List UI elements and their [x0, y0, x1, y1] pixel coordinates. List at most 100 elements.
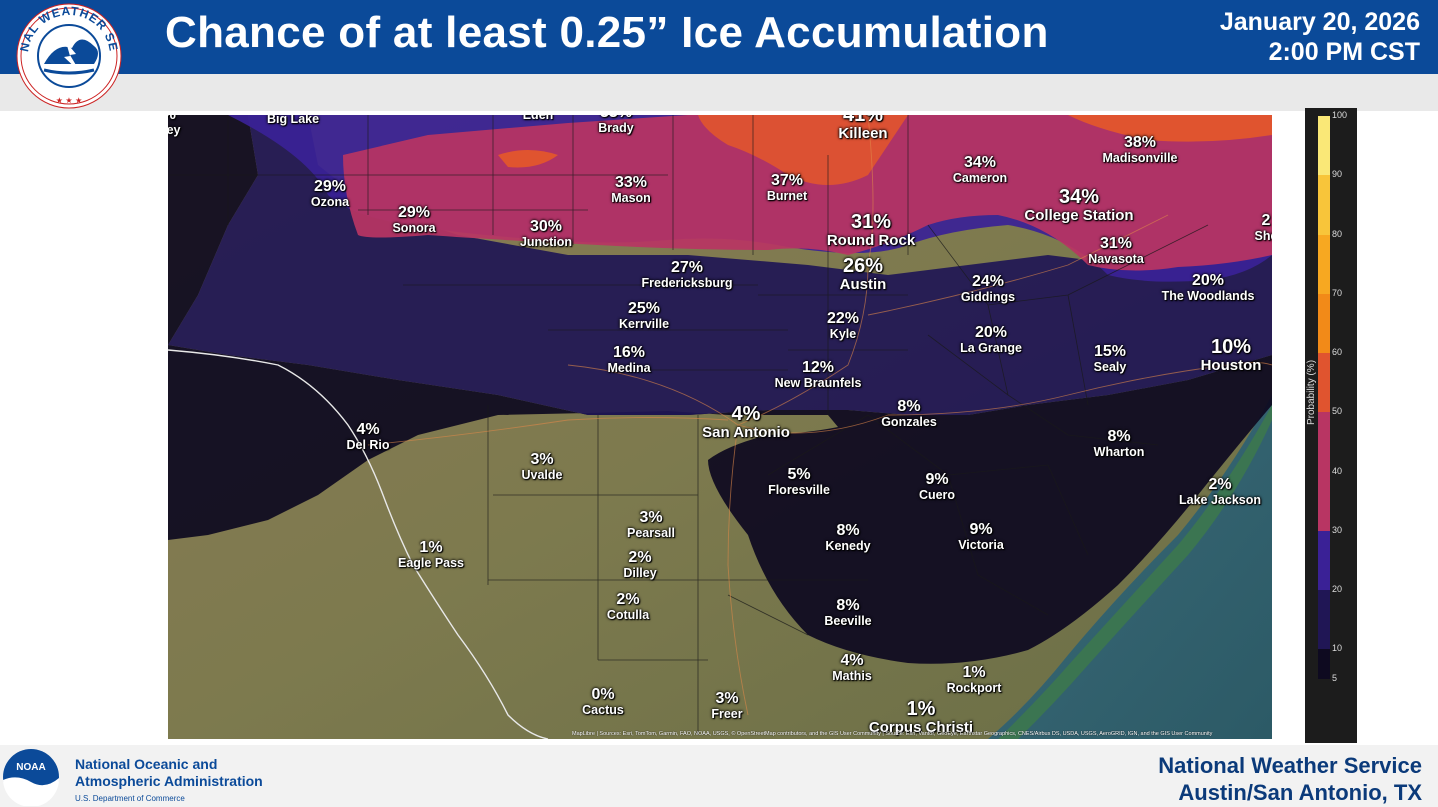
location-label: 2She	[1254, 212, 1272, 243]
highways	[367, 115, 1272, 716]
probability-value: 8%	[897, 398, 921, 415]
page-title: Chance of at least 0.25” Ice Accumulatio…	[165, 8, 1049, 57]
probability-value: 1%	[906, 698, 936, 720]
city-name: Round Rock	[826, 232, 916, 249]
location-label: 2% Cotulla	[606, 591, 650, 622]
probability-value: 2%	[1208, 476, 1232, 493]
colorbar-band-20-30	[1318, 530, 1330, 591]
probability-value: 18%	[168, 115, 181, 124]
shade-40-50-east	[1068, 115, 1272, 142]
issue-datetime: January 20, 2026 2:00 PM CST	[1220, 7, 1420, 67]
location-label: 31% Navasota	[1088, 235, 1144, 266]
probability-value: 31%	[850, 211, 892, 233]
location-label: 37% Burnet	[767, 172, 807, 203]
ice-probability-map[interactable]: 18%CameyBig LakeEden33%Brady41%Killeen38…	[168, 115, 1272, 739]
city-name: Sonora	[392, 220, 436, 235]
city-name: Junction	[519, 234, 573, 249]
city-name: Ozona	[310, 194, 350, 209]
probability-value: 9%	[925, 471, 949, 488]
location-label: 2% Dilley	[623, 549, 656, 580]
location-label: 15% Sealy	[1094, 343, 1127, 374]
colorbar-tick: 90	[1332, 169, 1343, 180]
nws-office-line2: Austin/San Antonio, TX	[1178, 780, 1422, 805]
city-name: Kenedy	[825, 538, 871, 553]
city-name: Gonzales	[881, 414, 937, 429]
location-label: 41% Killeen	[838, 115, 887, 142]
city-name: Eagle Pass	[397, 555, 465, 570]
city-name: Mathis	[832, 668, 872, 683]
nws-office: National Weather Service Austin/San Anto…	[1158, 752, 1422, 806]
city-name: Mason	[611, 190, 651, 205]
probability-value: 2	[1261, 212, 1271, 229]
rio-grande	[168, 349, 549, 739]
probability-value: 4%	[356, 421, 380, 438]
location-label: 31% Round Rock	[827, 212, 915, 249]
location-label: 38% Madisonville	[1102, 134, 1178, 165]
location-label: 1% Eagle Pass	[397, 539, 465, 570]
colorbar-tick: 70	[1332, 287, 1343, 298]
colorbar-band-50-60	[1318, 353, 1330, 413]
location-label: 16% Medina	[607, 344, 650, 375]
city-name: Eden	[522, 115, 554, 122]
location-label: 33% Mason	[611, 174, 651, 205]
shade-40-50-spot	[498, 150, 558, 168]
noaa-department: U.S. Department of Commerce	[75, 794, 185, 803]
header-bar	[0, 0, 1438, 74]
probability-value: 20%	[1191, 272, 1225, 289]
location-label: 8% Wharton	[1094, 428, 1145, 459]
probability-value: 22%	[826, 310, 860, 327]
county-lines	[168, 115, 1209, 735]
probability-value: 1%	[419, 539, 443, 556]
colorbar-tick: 50	[1332, 406, 1343, 417]
colorbar-tick: 30	[1332, 524, 1343, 535]
city-name: Cotulla	[606, 607, 650, 622]
location-label: Eden	[523, 115, 554, 122]
city-name: New Braunfels	[774, 375, 862, 390]
probability-value: 24%	[971, 273, 1005, 290]
city-name: Killeen	[838, 125, 888, 142]
shade-5-10-main	[168, 345, 1272, 664]
colorbar-band-40-50	[1318, 412, 1330, 472]
location-label: 2% Lake Jackson	[1179, 476, 1261, 507]
location-label: 22% Kyle	[826, 310, 860, 341]
city-name: Austin	[839, 276, 887, 293]
city-name: Uvalde	[521, 467, 563, 482]
city-name: She	[1254, 228, 1272, 243]
location-label: 12% New Braunfels	[774, 359, 862, 390]
probability-value: 3%	[530, 451, 554, 468]
location-label: 8% Kenedy	[825, 522, 871, 553]
issue-date: January 20, 2026	[1219, 8, 1420, 36]
colorbar-legend	[1305, 108, 1357, 743]
probability-value: 5%	[787, 466, 811, 483]
city-name: College Station	[1024, 207, 1134, 224]
noaa-name-line1: National Oceanic and	[75, 756, 218, 772]
location-label: 9% Victoria	[958, 521, 1004, 552]
location-label: 24% Giddings	[960, 273, 1016, 304]
city-name: Kerrville	[618, 316, 670, 331]
probability-value: 4%	[731, 403, 761, 425]
location-label: 8% Beeville	[824, 597, 871, 628]
probability-value: 38%	[1123, 134, 1157, 151]
city-name: Giddings	[960, 289, 1016, 304]
city-name: Cactus	[582, 702, 624, 717]
probability-value: 37%	[770, 172, 804, 189]
nws-logo: NATIONAL WEATHER SERVICE ★ ★ ★	[14, 2, 122, 109]
probability-value: 1%	[962, 664, 986, 681]
location-label: 30% Junction	[519, 218, 573, 249]
probability-value: 4%	[840, 652, 864, 669]
location-label: 29% Sonora	[392, 204, 436, 235]
city-name: Pearsall	[627, 525, 675, 540]
probability-value: 34%	[963, 154, 997, 171]
probability-value: 27%	[670, 259, 704, 276]
gulf-of-mexico	[988, 395, 1272, 739]
city-name: Madisonville	[1102, 150, 1178, 165]
colorbar-band-10-20	[1318, 590, 1330, 650]
colorbar-tick: 40	[1332, 465, 1343, 476]
colorbar-band-60-70	[1318, 293, 1330, 354]
colorbar-tick: 10	[1332, 643, 1343, 654]
probability-value: 20%	[974, 324, 1008, 341]
probability-value: 9%	[969, 521, 993, 538]
location-label: 10% Houston	[1201, 337, 1262, 374]
colorbar-tick: 100	[1332, 110, 1348, 120]
location-label: 8% Gonzales	[881, 398, 937, 429]
